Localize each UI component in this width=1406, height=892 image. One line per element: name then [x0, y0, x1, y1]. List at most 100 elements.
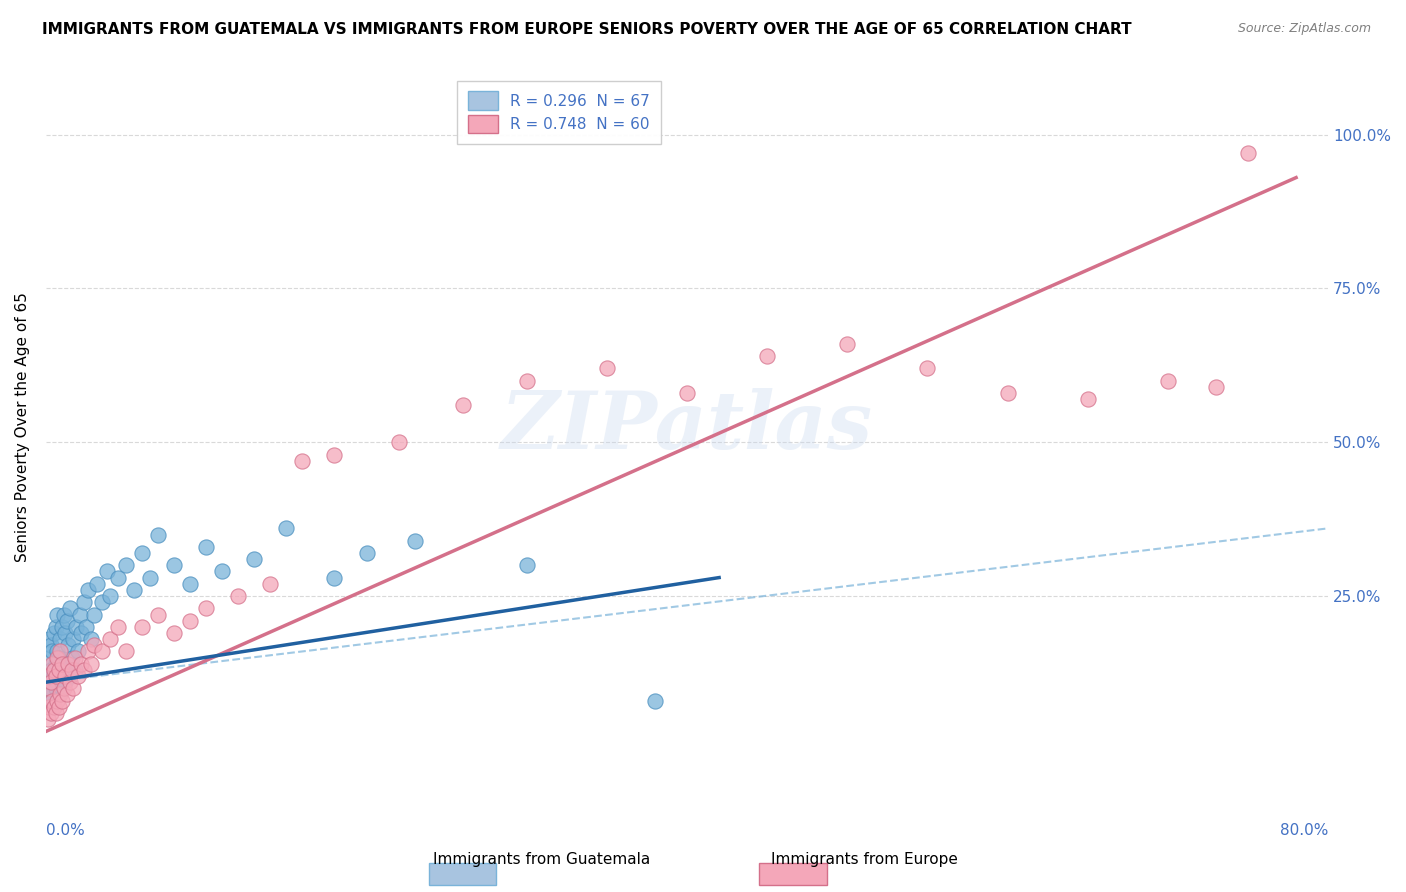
Point: [52, 681, 75, 696]
Text: Immigrants from Europe: Immigrants from Europe: [772, 852, 957, 867]
Point: [644, 693, 666, 707]
Point: [46, 644, 69, 658]
Point: [83, 638, 105, 652]
Point: [42, 669, 65, 683]
Point: [451, 398, 474, 412]
Point: [42, 699, 65, 714]
Y-axis label: Seniors Poverty Over the Age of 65: Seniors Poverty Over the Age of 65: [15, 292, 30, 562]
Point: [42, 626, 65, 640]
Point: [146, 527, 169, 541]
Point: [37, 693, 59, 707]
Point: [59, 601, 82, 615]
Point: [39, 706, 62, 720]
Point: [259, 576, 281, 591]
Point: [42, 663, 65, 677]
Point: [51, 681, 73, 696]
Point: [195, 601, 218, 615]
Point: [59, 675, 82, 690]
Point: [49, 632, 72, 646]
Point: [42, 699, 65, 714]
Point: [46, 693, 69, 707]
Point: [45, 669, 67, 683]
Point: [45, 681, 67, 696]
Point: [48, 663, 70, 677]
Point: [73, 595, 96, 609]
Point: [676, 386, 699, 401]
Point: [80, 657, 103, 671]
Point: [107, 620, 129, 634]
Point: [291, 453, 314, 467]
Point: [1077, 392, 1099, 406]
Point: [48, 699, 70, 714]
Point: [41, 644, 63, 658]
Point: [52, 607, 75, 622]
Point: [65, 620, 87, 634]
Point: [80, 632, 103, 646]
Point: [56, 688, 79, 702]
Point: [323, 448, 346, 462]
Point: [323, 571, 346, 585]
Point: [58, 657, 80, 671]
Point: [39, 688, 62, 702]
Point: [516, 558, 538, 573]
Point: [60, 650, 83, 665]
Point: [49, 669, 72, 683]
Point: [39, 638, 62, 652]
Point: [46, 650, 69, 665]
Point: [69, 607, 91, 622]
Point: [56, 657, 79, 671]
Point: [38, 669, 60, 683]
Point: [91, 644, 114, 658]
Point: [60, 663, 83, 677]
Point: [122, 582, 145, 597]
Point: [51, 620, 73, 634]
Point: [48, 688, 70, 702]
Point: [139, 571, 162, 585]
Point: [115, 558, 138, 573]
Point: [837, 336, 859, 351]
Point: [46, 607, 69, 622]
Point: [107, 571, 129, 585]
Point: [211, 565, 233, 579]
Point: [73, 663, 96, 677]
Point: [83, 607, 105, 622]
Point: [1157, 374, 1180, 388]
Point: [59, 669, 82, 683]
Point: [53, 626, 76, 640]
Point: [63, 650, 86, 665]
Point: [917, 361, 939, 376]
Point: [45, 706, 67, 720]
Point: [52, 663, 75, 677]
Point: [53, 675, 76, 690]
Point: [66, 644, 89, 658]
Point: [131, 620, 153, 634]
Point: [146, 607, 169, 622]
Point: [41, 693, 63, 707]
Point: [226, 589, 249, 603]
Point: [49, 688, 72, 702]
Point: [37, 712, 59, 726]
Point: [45, 620, 67, 634]
Point: [163, 558, 186, 573]
Point: [86, 576, 108, 591]
Point: [404, 533, 426, 548]
Point: [38, 699, 60, 714]
Point: [38, 650, 60, 665]
Point: [596, 361, 619, 376]
Point: [51, 657, 73, 671]
Point: [62, 632, 84, 646]
Point: [96, 565, 118, 579]
Point: [356, 546, 378, 560]
Point: [37, 681, 59, 696]
Text: 0.0%: 0.0%: [46, 823, 84, 838]
Point: [276, 521, 298, 535]
Point: [70, 626, 93, 640]
Point: [75, 620, 97, 634]
Point: [179, 614, 201, 628]
Point: [56, 614, 79, 628]
Point: [1237, 145, 1260, 160]
Point: [45, 657, 67, 671]
Point: [91, 595, 114, 609]
Point: [38, 681, 60, 696]
Point: [49, 644, 72, 658]
